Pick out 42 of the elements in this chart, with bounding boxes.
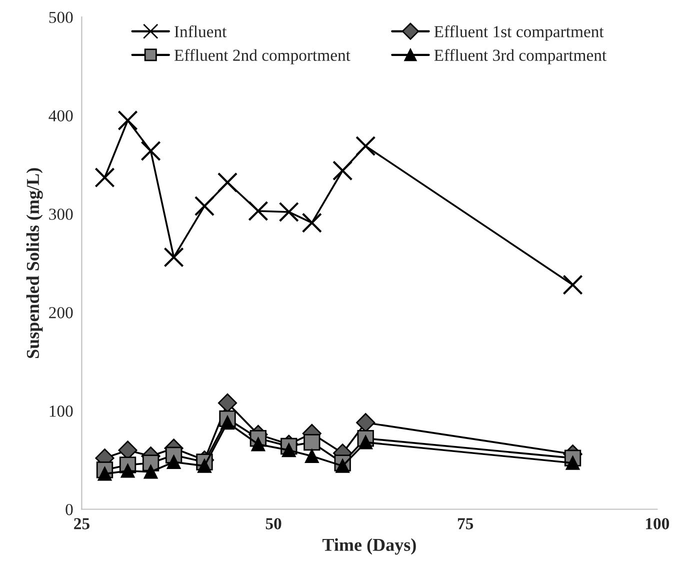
legend-label: Effluent 2nd comportment	[174, 49, 350, 64]
point	[217, 172, 238, 193]
x-axis-title: Time (Days)	[322, 538, 416, 555]
point	[194, 196, 215, 216]
y-axis-title: Suspended Solids (mg/L)	[26, 168, 43, 358]
x-tick-label: 75	[458, 518, 474, 530]
point	[164, 247, 184, 268]
legend-label: Effluent 3rd compartment	[434, 49, 606, 64]
point	[140, 140, 161, 162]
point	[282, 443, 296, 458]
x-tick-label: 25	[74, 518, 90, 530]
y-tick-label: 500	[49, 12, 73, 24]
point	[336, 459, 350, 473]
point	[218, 393, 238, 412]
point	[358, 435, 373, 450]
point	[166, 455, 181, 469]
y-tick-label: 200	[49, 307, 73, 318]
point	[144, 464, 158, 479]
point	[566, 456, 580, 470]
point	[118, 110, 138, 130]
point	[248, 200, 268, 222]
y-tick-label: 300	[49, 208, 73, 220]
point	[304, 434, 320, 451]
point	[94, 167, 115, 188]
point	[278, 202, 299, 222]
legend-label: Effluent 1st compartment	[434, 25, 604, 41]
y-tick-label: 100	[50, 406, 73, 417]
point	[220, 416, 234, 430]
legend-label: Influent	[174, 25, 227, 38]
y-tick-label: 0	[66, 504, 73, 516]
point	[198, 459, 212, 473]
point	[302, 212, 322, 233]
point	[562, 274, 583, 295]
point	[304, 449, 319, 464]
point	[332, 160, 353, 181]
point	[98, 466, 112, 481]
point	[356, 136, 376, 156]
x-tick-label: 50	[266, 518, 282, 530]
point	[120, 464, 135, 478]
x-tick-label: 100	[646, 518, 670, 530]
y-tick-label: 400	[48, 110, 73, 122]
point	[251, 437, 266, 452]
